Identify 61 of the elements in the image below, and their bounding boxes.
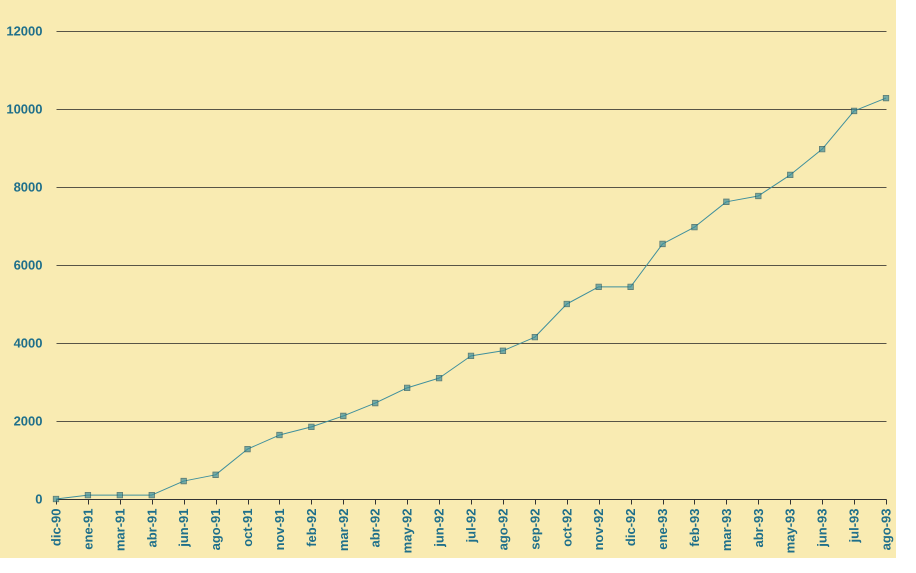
point [564,300,570,308]
x-tick-label: mar-93 [718,508,734,552]
point [52,496,60,502]
x-tick-label: jul-93 [846,508,862,544]
point [627,284,634,290]
x-tick-label: nov-92 [591,508,606,550]
x-tick-label: jun-91 [176,508,192,548]
point [691,224,698,230]
point [212,472,219,478]
x-tick-label: ago-93 [878,508,894,550]
y-tick-label: 12000 [6,24,42,38]
x-tick-label: ago-92 [495,508,510,550]
x-tick-label: feb-92 [304,508,319,547]
x-tick-label: abr-91 [144,508,160,548]
point [819,146,826,152]
y-tick-label: 8000 [14,180,42,194]
point [372,400,378,406]
x-tick-label: dic-90 [48,508,64,546]
point [308,424,315,430]
x-tick-label: jun-93 [814,508,830,548]
point [532,334,538,340]
x-tick-label: jun-92 [432,508,447,548]
x-tick-label: ago-91 [208,508,224,550]
x-tick-label: nov-91 [272,508,287,550]
point [468,352,474,360]
x-tick-label: mar-92 [336,508,351,552]
point [787,172,794,178]
x-tick-label: ene-91 [80,508,96,550]
point [148,492,155,498]
x-tick-label: abr-92 [368,508,383,548]
point [850,108,858,114]
x-tick-label: abr-93 [750,508,766,548]
y-tick-label: 10000 [6,102,42,116]
x-tick-label: may-92 [400,508,415,554]
x-tick-label: sep-92 [527,508,542,550]
point [755,192,762,200]
x-tick-label: ene-93 [655,508,670,550]
point [596,284,602,290]
point [180,478,187,484]
point [659,240,666,248]
x-tick-label: feb-93 [686,508,702,547]
point [882,94,890,102]
x-tick-label: may-93 [782,508,798,554]
x-tick-label: jul-92 [464,508,478,544]
point [500,348,506,354]
y-tick-label: 4000 [14,336,42,350]
point [84,492,92,498]
x-tick-label: oct-92 [559,508,574,547]
y-tick-label: 0 [35,492,42,506]
point [276,432,283,438]
point [723,198,730,205]
point [436,374,442,382]
point [116,492,123,498]
point [340,412,346,420]
y-tick-label: 6000 [14,258,42,272]
y-tick-label: 2000 [14,414,42,428]
point [244,446,251,452]
x-tick-label: dic-92 [623,508,638,546]
point [404,384,410,391]
x-tick-label: mar-91 [112,508,128,552]
x-tick-label: oct-91 [240,508,256,547]
